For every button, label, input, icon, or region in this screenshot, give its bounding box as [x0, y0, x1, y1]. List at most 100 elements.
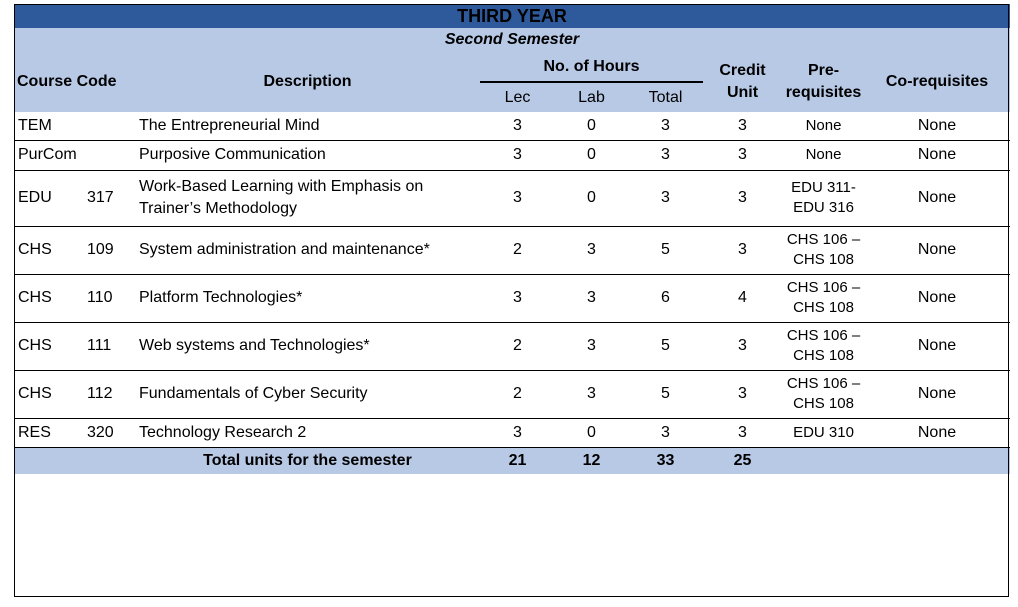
lab-hours: 0	[554, 418, 629, 448]
course-number	[82, 140, 135, 171]
course-code: RES	[14, 418, 83, 448]
header-description: Description	[134, 52, 481, 112]
header-prereq-line1: Pre-	[807, 62, 840, 79]
header-row-1: Course Code Description No. of Hours Cre…	[14, 52, 1011, 112]
course-number: 317	[82, 170, 135, 227]
lab-hours: 3	[554, 274, 629, 323]
lab-hours: 3	[554, 226, 629, 275]
totals-blank-2	[782, 447, 865, 474]
totals-lec: 21	[480, 447, 555, 474]
prerequisites-line: CHS 106 –	[786, 279, 861, 296]
prerequisites: EDU 310	[782, 418, 865, 448]
lec-hours: 3	[480, 274, 555, 323]
course-description-line: The Entrepreneurial Mind	[139, 116, 320, 134]
corequisites: None	[863, 112, 1011, 141]
table-row: PurCom Purposive Communication 3 0 3 3 None Non…	[14, 140, 1011, 171]
header-prerequisites: Pre- requisites	[782, 52, 865, 112]
course-description: Work-Based Learning with Emphasis on Trai…	[134, 170, 481, 227]
totals-label: Total units for the semester	[134, 447, 481, 474]
table-row: CHS 110 Platform Technologies* 3 3 6 4 CHS 106 …	[14, 274, 1011, 323]
title-row: THIRD YEAR	[13, 4, 1011, 28]
header-course-code: Course Code	[14, 52, 135, 112]
totals-credit: 25	[702, 447, 783, 474]
prerequisites-line: None	[805, 116, 842, 134]
prerequisites: CHS 106 – CHS 108	[782, 274, 865, 323]
table-row: CHS 111 Web systems and Technologies* 2 3 5 3 C…	[14, 322, 1011, 371]
semester-title: Second Semester	[13, 28, 1011, 52]
header-total: Total	[628, 82, 703, 112]
course-code: CHS	[14, 226, 83, 275]
totals-row: Total units for the semester 21 12 33 25	[14, 447, 1011, 474]
corequisites: None	[863, 370, 1011, 419]
course-number: 320	[82, 418, 135, 448]
total-hours: 3	[628, 140, 703, 171]
course-description: The Entrepreneurial Mind	[134, 112, 481, 141]
course-description: Fundamentals of Cyber Security	[134, 370, 481, 419]
credit-unit: 4	[702, 274, 783, 323]
totals-blank-3	[863, 447, 1011, 474]
course-description: Platform Technologies*	[134, 274, 481, 323]
prerequisites-line: CHS 108	[793, 347, 854, 364]
prerequisites-line: CHS 108	[793, 395, 854, 412]
prerequisites: EDU 311- EDU 316	[782, 170, 865, 227]
course-code: TEM	[14, 112, 83, 141]
curriculum-sheet: THIRD YEAR Second Semester Course Code D…	[13, 4, 1011, 597]
header-row-2: Lec Lab Total	[15, 82, 1010, 112]
total-hours: 3	[628, 170, 703, 227]
credit-unit: 3	[702, 170, 783, 227]
header-prereq-line2: requisites	[785, 84, 862, 101]
credit-unit: 3	[702, 370, 783, 419]
course-number: 110	[82, 274, 135, 323]
table-row: TEM The Entrepreneurial Mind 3 0 3 3 None None	[14, 112, 1011, 141]
credit-unit: 3	[702, 418, 783, 448]
total-hours: 5	[628, 322, 703, 371]
corequisites: None	[863, 322, 1011, 371]
course-code: EDU	[14, 170, 83, 227]
course-description: Web systems and Technologies*	[134, 322, 481, 371]
total-hours: 3	[628, 112, 703, 141]
total-hours: 5	[628, 226, 703, 275]
prerequisites-line: CHS 108	[793, 251, 854, 268]
course-description-line: Technology Research 2	[139, 423, 307, 441]
prerequisites-line: CHS 106 –	[786, 327, 861, 344]
course-code: CHS	[14, 274, 83, 323]
course-description-line: System administration and maintenance*	[139, 241, 430, 258]
corequisites: None	[863, 140, 1011, 171]
prerequisites: CHS 106 – CHS 108	[782, 370, 865, 419]
semester-row: Second Semester	[13, 28, 1011, 52]
lec-hours: 2	[480, 370, 555, 419]
course-code: CHS	[14, 370, 83, 419]
table-row: EDU 317 Work-Based Learning with Emphasis …	[14, 170, 1011, 227]
prerequisites-line: EDU 316	[793, 199, 854, 216]
header-credit-line1: Credit	[719, 62, 766, 79]
table-title: THIRD YEAR	[13, 4, 1011, 28]
course-description-line: Trainer’s Methodology	[139, 200, 298, 217]
table-row: RES 320 Technology Research 2 3 0 3 3 EDU 310 No…	[14, 418, 1011, 448]
lab-hours: 0	[554, 170, 629, 227]
lec-hours: 3	[480, 418, 555, 448]
lab-hours: 3	[554, 322, 629, 371]
prerequisites: CHS 106 – CHS 108	[782, 322, 865, 371]
totals-blank	[14, 447, 135, 474]
corequisites: None	[863, 226, 1011, 275]
lec-hours: 3	[480, 140, 555, 171]
course-description-line: Fundamentals of Cyber Security	[139, 385, 368, 402]
course-rows: TEM The Entrepreneurial Mind 3 0 3 3 None None P…	[14, 112, 1011, 448]
prerequisites-line: CHS 106 –	[786, 231, 861, 248]
prerequisites: None	[782, 112, 865, 141]
course-description-line: Purposive Communication	[139, 146, 326, 163]
credit-unit: 3	[702, 140, 783, 171]
course-number: 109	[82, 226, 135, 275]
course-description-line: Work-Based Learning with Emphasis on	[139, 178, 424, 195]
header-credit-unit: Credit Unit	[702, 52, 783, 112]
prerequisites-line: EDU 311-	[791, 179, 856, 196]
corequisites: None	[863, 274, 1011, 323]
lab-hours: 0	[554, 112, 629, 141]
lab-hours: 0	[554, 140, 629, 171]
lec-hours: 2	[480, 226, 555, 275]
prerequisites: None	[782, 140, 865, 171]
lec-hours: 3	[480, 170, 555, 227]
table-row: CHS 112 Fundamentals of Cyber Security 2 3 5 3…	[14, 370, 1011, 419]
course-description: Purposive Communication	[134, 140, 481, 171]
course-description-line: Platform Technologies*	[139, 289, 303, 306]
